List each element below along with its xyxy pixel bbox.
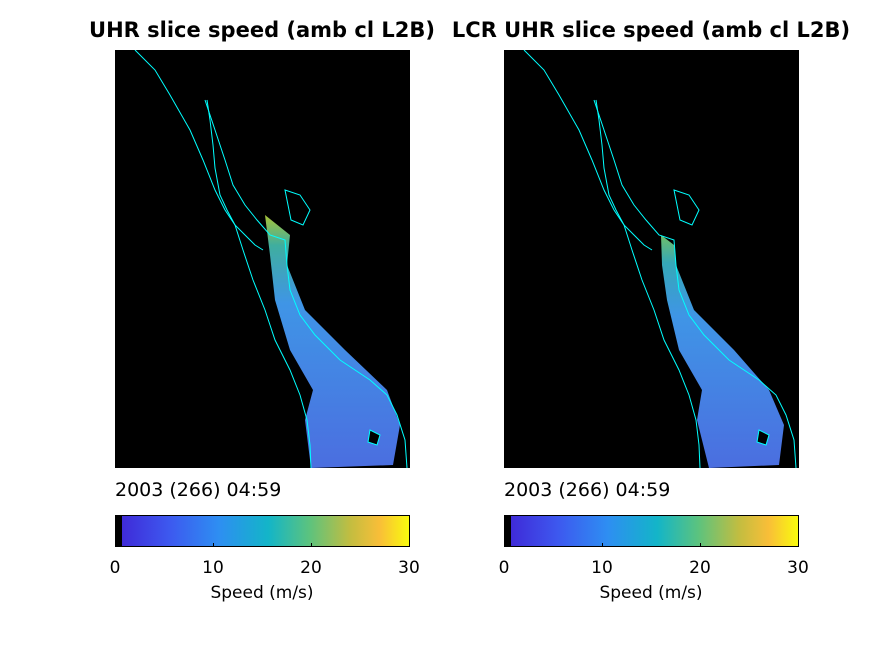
left-coastline-inner [206,99,264,251]
right-colorbar-label: Speed (m/s) [599,583,703,603]
left-map-svg [134,50,408,468]
right-coastline-inner [595,99,653,251]
left-colorbar [115,515,410,547]
right-coastline-gulf [593,99,797,468]
right-colorbar-tick-20: 20 [689,558,711,578]
left-coastline-gulf [204,99,408,468]
left-colorbar-tick-0: 0 [109,558,121,578]
left-island [284,189,311,226]
right-colorbar-tick-30: 30 [787,558,809,578]
left-colorbar-tick-20: 20 [300,558,322,578]
right-panel-title: LCR UHR slice speed (amb cl L2B) [451,18,851,42]
right-island [673,189,700,226]
left-colorbar-tick-30: 30 [398,558,420,578]
left-panel-title: UHR slice speed (amb cl L2B) [89,18,435,42]
right-island-small [756,429,770,446]
right-colorbar-tick-10: 10 [591,558,613,578]
left-timestamp: 2003 (266) 04:59 [115,479,282,501]
left-speed-map [115,50,410,468]
left-colorbar-label: Speed (m/s) [210,583,314,603]
left-wind-swath [265,215,400,468]
right-speed-map [504,50,799,468]
right-map-svg [523,50,797,468]
right-colorbar-tick-0: 0 [498,558,510,578]
left-island-small [367,429,381,446]
left-coastline-west [134,50,312,468]
right-colorbar [504,515,799,547]
right-coastline-west [523,50,701,468]
right-timestamp: 2003 (266) 04:59 [504,479,671,501]
right-wind-swath [661,235,784,468]
left-colorbar-tick-10: 10 [202,558,224,578]
